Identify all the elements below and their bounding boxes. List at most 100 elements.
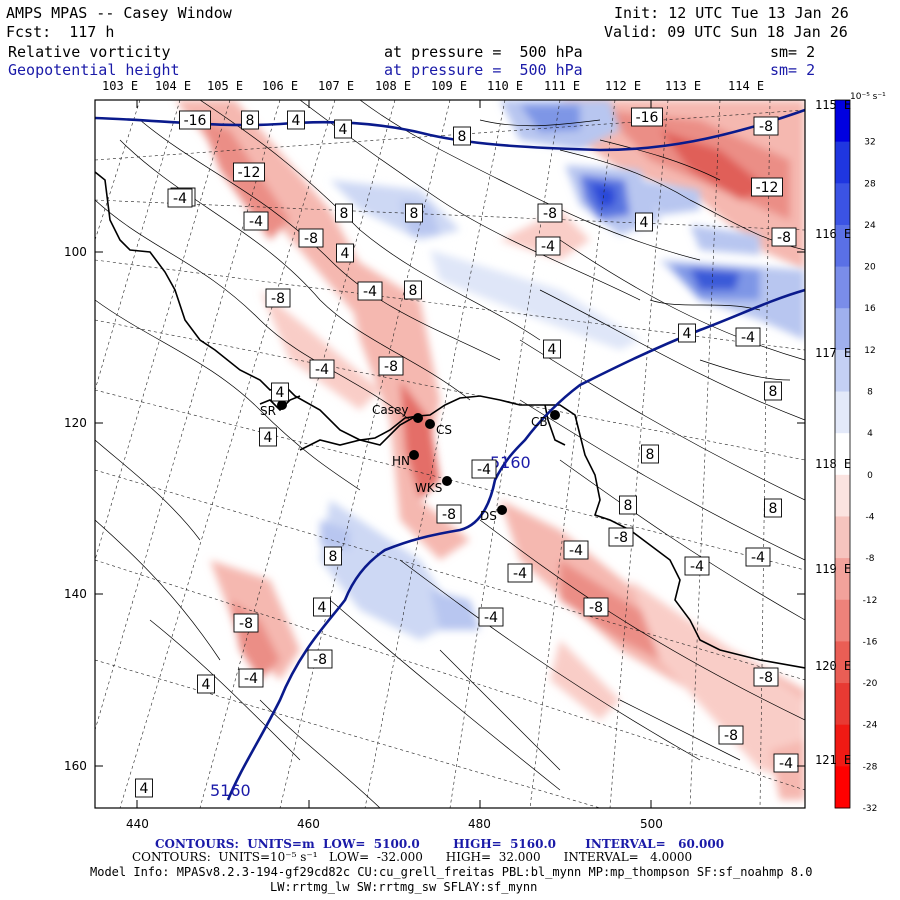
colorbar-swatch (835, 433, 850, 476)
contour-label: 4 (259, 427, 277, 447)
colorbar-swatch (835, 100, 850, 143)
svg-text:-8: -8 (304, 231, 318, 247)
colorbar-swatch (835, 683, 850, 726)
contour-label: -8 (378, 356, 404, 376)
contour-label: -8 (233, 613, 259, 633)
lon-label-right: 118 E (815, 457, 852, 471)
contour-label: -8 (265, 288, 291, 308)
positive-vorticity-shading (320, 100, 805, 640)
colorbar-swatch (835, 724, 850, 767)
colorbar-swatch (835, 641, 850, 684)
svg-text:4: 4 (140, 781, 149, 797)
contour-label: 4 (678, 323, 696, 343)
station-label: CB (531, 415, 548, 429)
contour-label: -4 (238, 668, 264, 688)
lon-label-right: 116 E (815, 227, 852, 241)
contour-label: -4 (684, 556, 710, 576)
contour-label: -4 (507, 563, 533, 583)
svg-text:-8: -8 (759, 119, 773, 135)
x-tick-marks (136, 100, 652, 808)
station-label: DS (480, 509, 497, 523)
contour-label: -8 (753, 667, 779, 687)
contour-label: -12 (751, 177, 783, 197)
svg-text:4: 4 (318, 600, 327, 616)
lon-label: 108 E (375, 79, 412, 93)
station-label: WKS (415, 481, 442, 495)
svg-text:-8: -8 (589, 600, 603, 616)
station-dot-hn (409, 450, 419, 460)
contour-label: 8 (241, 110, 259, 130)
svg-text:8: 8 (458, 129, 467, 145)
colorbar-label: -28 (863, 762, 878, 772)
svg-text:-4: -4 (315, 362, 329, 378)
svg-text:-4: -4 (477, 462, 491, 478)
contour-label: -8 (608, 527, 634, 547)
svg-text:4: 4 (292, 113, 301, 129)
svg-text:-4: -4 (779, 756, 793, 772)
svg-text:-8: -8 (614, 530, 628, 546)
colorbar-swatch (835, 599, 850, 642)
svg-text:8: 8 (246, 113, 255, 129)
contour-label: -8 (718, 725, 744, 745)
colorbar-label: -4 (866, 512, 875, 522)
svg-text:4: 4 (202, 677, 211, 693)
colorbar-swatch (835, 183, 850, 226)
forecast-hour: Fcst: 117 h (6, 23, 115, 41)
contour-label: 4 (197, 674, 215, 694)
colorbar-label: -24 (863, 721, 878, 731)
svg-text:-8: -8 (759, 670, 773, 686)
station-label: SR (260, 404, 276, 418)
colorbar: 32 28 24 20 16 12 8 4 0 -4 -8 -12 -16 -20 -24 -28 -32 (834, 99, 878, 814)
svg-text:-4: -4 (173, 191, 187, 207)
footer-height-contours: CONTOURS: UNITS=m LOW= 5100.0 HIGH= 5160… (155, 837, 725, 851)
y-tick-marks (95, 251, 805, 767)
contour-label: -4 (243, 211, 269, 231)
station-dot-casey (413, 413, 423, 423)
svg-text:-8: -8 (777, 230, 791, 246)
contour-labels: -16 8 4 4 8 -16 -8 -12 -4 -12 -4 8 8 -8 4 -8 -4 -8 4 -8 -4 8 4… (135, 107, 799, 798)
svg-text:4: 4 (683, 326, 692, 342)
field2-name: Geopotential height (8, 61, 180, 79)
x-tick-label: 440 (126, 817, 149, 831)
svg-text:-4: -4 (541, 239, 555, 255)
lon-label: 112 E (605, 79, 642, 93)
svg-text:-8: -8 (384, 359, 398, 375)
colorbar-swatch (835, 266, 850, 309)
height-label: 5160 (490, 453, 531, 472)
svg-text:-8: -8 (313, 652, 327, 668)
svg-text:4: 4 (339, 122, 348, 138)
svg-text:4: 4 (341, 246, 350, 262)
x-tick-label: 460 (297, 817, 320, 831)
colorbar-label: 32 (864, 138, 875, 148)
station-labels: SR Casey CS HN WKS DS CB (260, 403, 548, 523)
lon-label-right: 120 E (815, 659, 852, 673)
contour-label: -16 (179, 110, 211, 130)
contour-label: -4 (167, 188, 193, 208)
svg-text:-16: -16 (184, 113, 207, 129)
x-tick-label: 500 (640, 817, 663, 831)
lon-label-right: 119 E (815, 562, 852, 576)
field1-name: Relative vorticity (8, 43, 171, 61)
lon-label: 111 E (544, 79, 581, 93)
x-tick-label: 480 (468, 817, 491, 831)
svg-text:8: 8 (410, 206, 419, 222)
colorbar-label: 4 (867, 429, 873, 439)
vorticity-contours (95, 100, 805, 808)
contour-label: -4 (309, 359, 335, 379)
contour-label: -4 (773, 753, 799, 773)
station-label: Casey (372, 403, 408, 417)
contour-label: 8 (764, 381, 782, 401)
station-dot-cs (425, 419, 435, 429)
station-dot-cb (550, 410, 560, 420)
lon-label: 104 E (155, 79, 192, 93)
contour-label: 4 (543, 339, 561, 359)
height-labels: 5160 5160 (210, 453, 531, 800)
station-label: CS (436, 423, 452, 437)
station-label: HN (392, 454, 410, 468)
lon-label: 109 E (431, 79, 468, 93)
colorbar-label: 8 (867, 388, 873, 398)
height-label: 5160 (210, 781, 251, 800)
contour-label: -8 (753, 116, 779, 136)
lon-label: 103 E (102, 79, 139, 93)
